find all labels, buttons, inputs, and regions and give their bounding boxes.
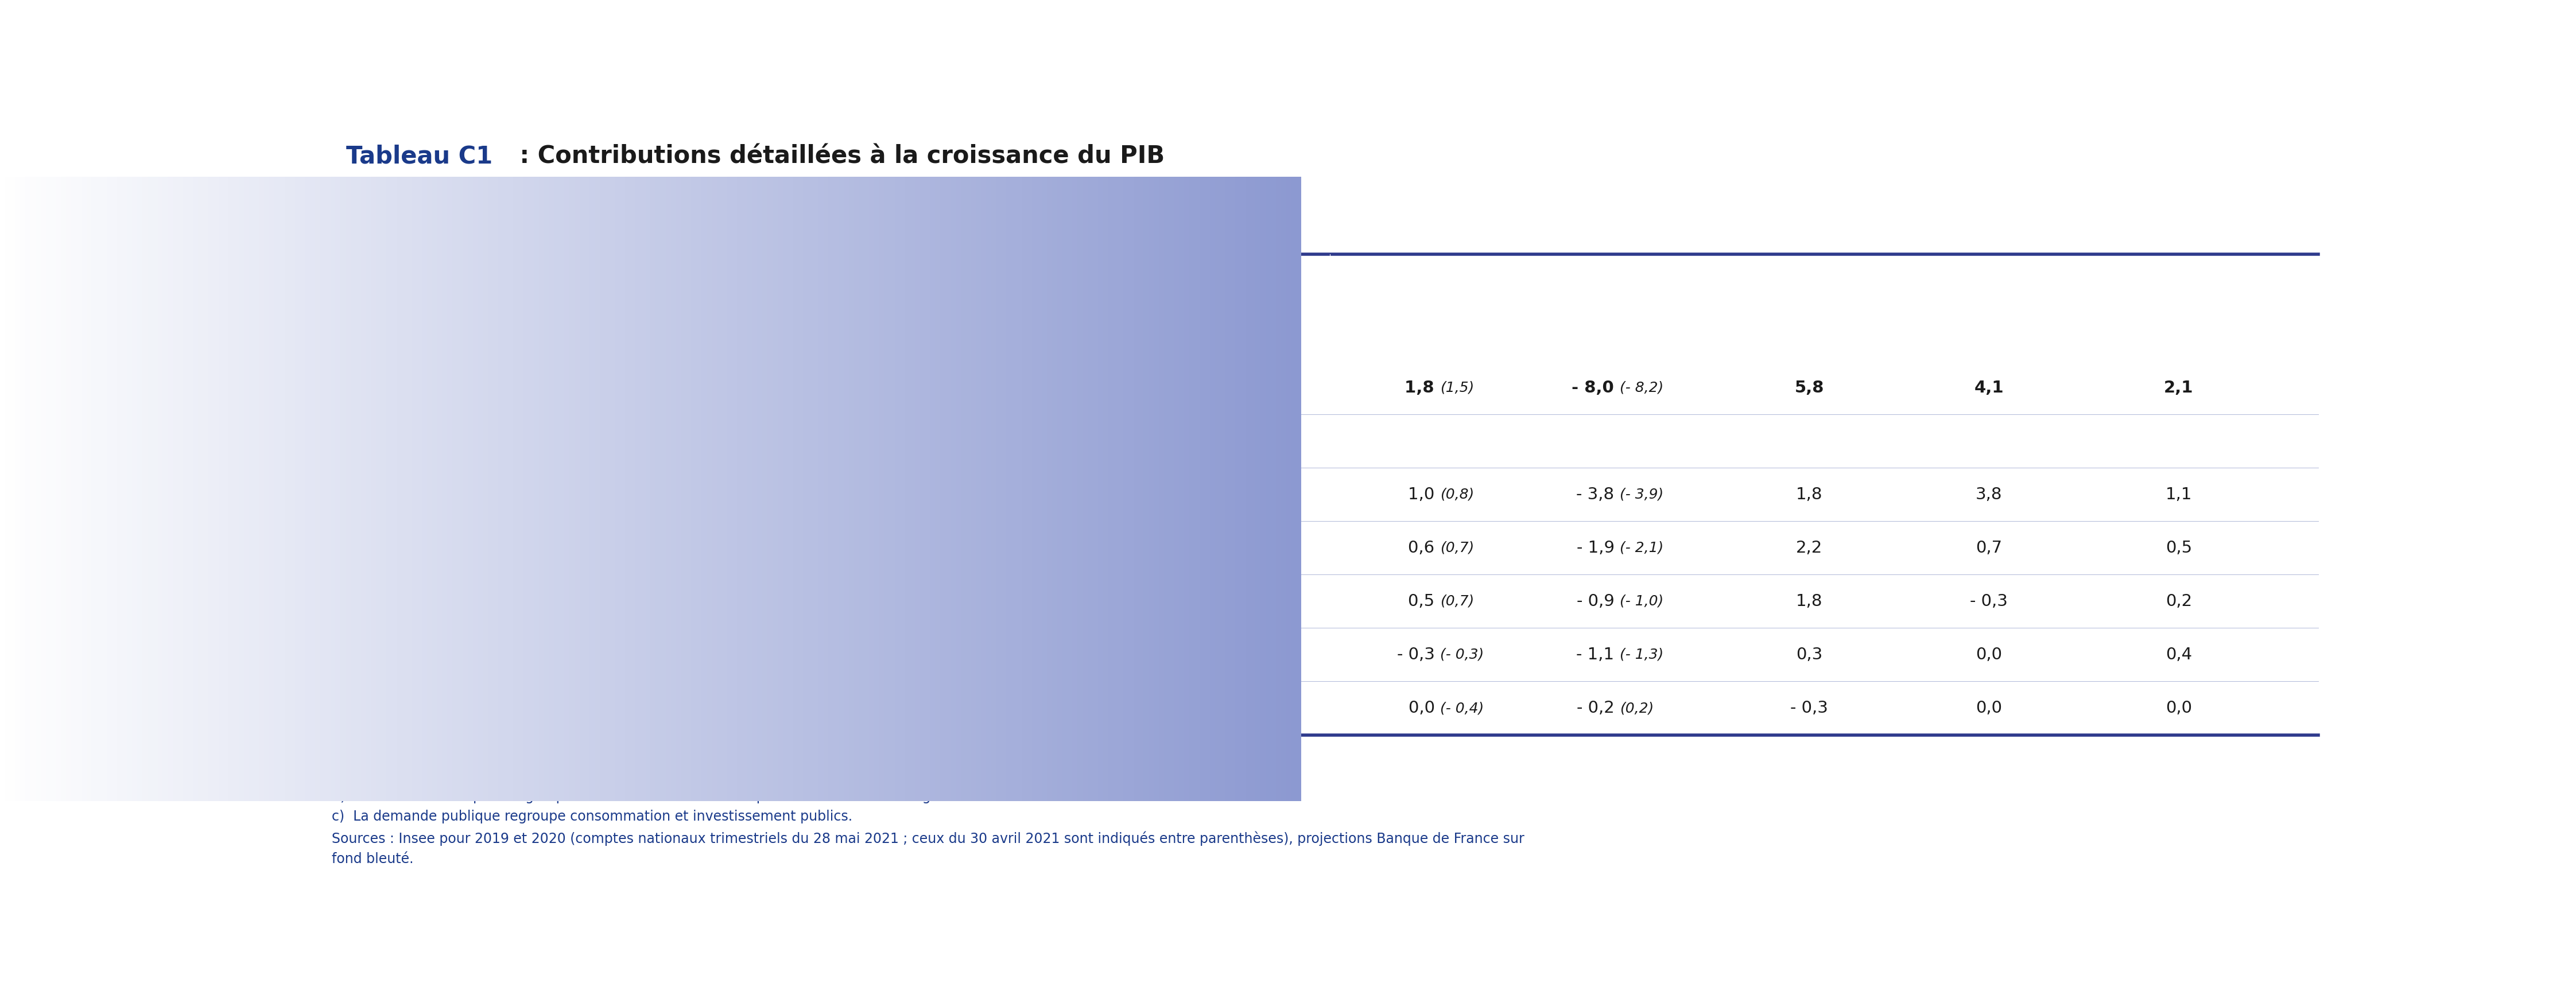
Text: - 0,9: - 0,9 <box>1577 594 1620 609</box>
Text: (- 2,1): (- 2,1) <box>1620 541 1664 554</box>
Text: (1,5): (1,5) <box>1440 380 1473 394</box>
Text: 2022: 2022 <box>1965 326 2014 343</box>
Text: 0,0: 0,0 <box>2166 700 2192 717</box>
Text: 2,1: 2,1 <box>2164 379 2192 396</box>
Text: 3,8: 3,8 <box>1976 487 2002 502</box>
Text: 1,8: 1,8 <box>1404 379 1440 396</box>
Text: 0,6: 0,6 <box>1409 540 1440 556</box>
Text: - 3,8: - 3,8 <box>1577 487 1620 502</box>
Text: Consommation privée: Consommation privée <box>353 486 546 503</box>
Text: 0,4: 0,4 <box>2166 647 2192 663</box>
Text: b)  L'investissement privé regroupe l'investissement des entreprises et celui de: b) L'investissement privé regroupe l'inv… <box>332 788 951 803</box>
Text: 0,7: 0,7 <box>1976 540 2002 556</box>
Text: - 0,2: - 0,2 <box>1577 700 1620 717</box>
Text: 1,8: 1,8 <box>1795 594 1824 609</box>
Text: b): b) <box>562 531 574 542</box>
Text: 2021: 2021 <box>1785 326 1834 343</box>
Text: 0,3: 0,3 <box>1795 647 1824 663</box>
Text: 2,2: 2,2 <box>1795 540 1824 556</box>
Text: 1,1: 1,1 <box>2166 487 2192 502</box>
Text: a): a) <box>631 424 641 434</box>
Text: Sources : Insee pour 2019 et 2020 (comptes nationaux trimestriels du 28 mai 2021: Sources : Insee pour 2019 et 2020 (compt… <box>332 831 1525 845</box>
Text: 0,0: 0,0 <box>1409 700 1440 717</box>
Text: 0,0: 0,0 <box>1976 700 2002 717</box>
Text: (0,7): (0,7) <box>1440 595 1473 608</box>
Text: fond bleuté.: fond bleuté. <box>332 852 415 866</box>
Text: 0,0: 0,0 <box>1976 647 2002 663</box>
Text: (0,7): (0,7) <box>1440 541 1473 554</box>
Text: 5,8: 5,8 <box>1795 379 1824 396</box>
Text: - 0,3: - 0,3 <box>1971 594 2007 609</box>
Text: (0,8): (0,8) <box>1440 488 1473 501</box>
Text: 0,5: 0,5 <box>1409 594 1440 609</box>
Text: a)  La somme des contributions ne correspond pas nécessairement à la croissance : a) La somme des contributions ne corresp… <box>332 768 1064 782</box>
Text: - 1,9: - 1,9 <box>1577 540 1620 556</box>
Text: 0,5: 0,5 <box>2166 540 2192 556</box>
Text: Exportations nettes: Exportations nettes <box>353 647 528 663</box>
Text: Taux de croissance annuel sauf indication contraire.: Taux de croissance annuel sauf indicatio… <box>332 746 685 760</box>
Text: - 0,3: - 0,3 <box>1790 700 1829 717</box>
Text: - 0,3: - 0,3 <box>1396 647 1440 663</box>
Text: 1,0: 1,0 <box>1409 487 1440 502</box>
Text: - 8,0: - 8,0 <box>1571 379 1620 396</box>
Text: Investissement privé: Investissement privé <box>353 540 538 556</box>
Text: (- 1,0): (- 1,0) <box>1620 595 1664 608</box>
Text: (0,2): (0,2) <box>1620 701 1654 715</box>
Text: (- 0,4): (- 0,4) <box>1440 701 1484 715</box>
Text: 2020: 2020 <box>1605 326 1654 343</box>
Text: (- 1,3): (- 1,3) <box>1620 648 1664 662</box>
Text: Demande publique: Demande publique <box>353 594 523 609</box>
Text: : Contributions détaillées à la croissance du PIB: : Contributions détaillées à la croissan… <box>513 145 1164 168</box>
Text: (- 8,2): (- 8,2) <box>1620 380 1664 394</box>
Text: Tableau C1: Tableau C1 <box>345 145 492 168</box>
Text: - 1,1: - 1,1 <box>1577 647 1620 663</box>
Text: 0,2: 0,2 <box>2166 594 2192 609</box>
Text: (- 0,3): (- 0,3) <box>1440 648 1484 662</box>
Text: PIB réel: PIB réel <box>353 379 425 396</box>
Text: Projections de juin 2021: Projections de juin 2021 <box>1695 272 1935 289</box>
Text: 4,1: 4,1 <box>1973 379 2004 396</box>
Text: 2019: 2019 <box>1425 326 1473 343</box>
Text: 1,8: 1,8 <box>1795 487 1824 502</box>
Text: c): c) <box>526 584 536 595</box>
Text: Contributions (points de PIB): Contributions (points de PIB) <box>353 434 592 449</box>
Text: c)  La demande publique regroupe consommation et investissement publics.: c) La demande publique regroupe consomma… <box>332 810 853 824</box>
Text: Variations de stocks: Variations de stocks <box>353 700 531 717</box>
Text: (- 3,9): (- 3,9) <box>1620 488 1664 501</box>
Text: 2023: 2023 <box>2154 326 2202 343</box>
